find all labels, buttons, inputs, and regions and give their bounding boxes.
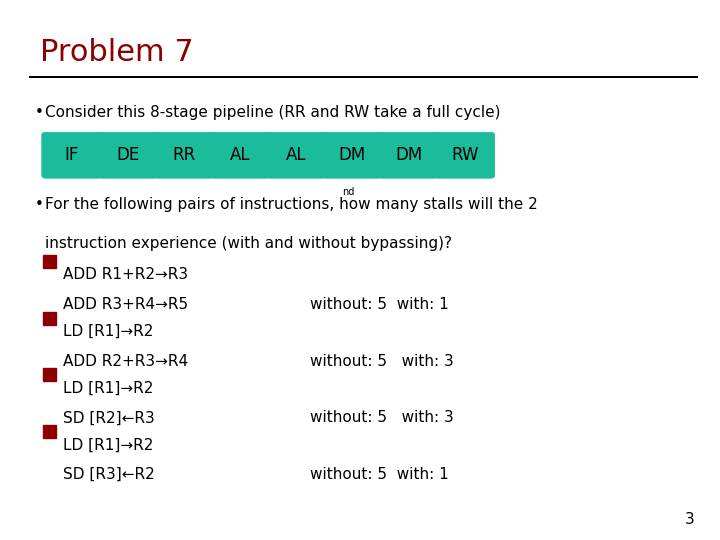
Text: 3: 3: [685, 511, 695, 526]
FancyBboxPatch shape: [43, 255, 56, 268]
FancyBboxPatch shape: [154, 132, 214, 178]
Text: LD [R1]→R2: LD [R1]→R2: [63, 381, 154, 396]
Text: DM: DM: [339, 146, 366, 164]
FancyBboxPatch shape: [435, 132, 495, 178]
Text: RW: RW: [451, 146, 479, 164]
FancyBboxPatch shape: [43, 425, 56, 438]
Text: nd: nd: [342, 187, 354, 198]
FancyBboxPatch shape: [266, 132, 326, 178]
Text: AL: AL: [230, 146, 251, 164]
Text: SD [R2]←R3: SD [R2]←R3: [63, 410, 155, 426]
FancyBboxPatch shape: [98, 132, 158, 178]
Text: For the following pairs of instructions, how many stalls will the 2: For the following pairs of instructions,…: [45, 197, 538, 212]
Text: RR: RR: [172, 146, 196, 164]
Text: •: •: [35, 105, 43, 120]
Text: without: 5   with: 3: without: 5 with: 3: [310, 410, 454, 426]
Text: LD [R1]→R2: LD [R1]→R2: [63, 324, 154, 339]
FancyBboxPatch shape: [323, 132, 382, 178]
Text: without: 5  with: 1: without: 5 with: 1: [310, 467, 449, 482]
Text: •: •: [35, 197, 43, 212]
Text: ADD R3+R4→R5: ADD R3+R4→R5: [63, 297, 189, 312]
FancyBboxPatch shape: [43, 312, 56, 325]
Text: SD [R3]←R2: SD [R3]←R2: [63, 467, 155, 482]
Text: AL: AL: [286, 146, 307, 164]
Text: IF: IF: [65, 146, 78, 164]
Text: ADD R1+R2→R3: ADD R1+R2→R3: [63, 267, 189, 282]
Text: LD [R1]→R2: LD [R1]→R2: [63, 437, 154, 453]
Text: Problem 7: Problem 7: [40, 38, 194, 67]
Text: without: 5   with: 3: without: 5 with: 3: [310, 354, 454, 369]
FancyBboxPatch shape: [42, 132, 102, 178]
Text: DE: DE: [116, 146, 140, 164]
Text: Consider this 8-stage pipeline (RR and RW take a full cycle): Consider this 8-stage pipeline (RR and R…: [45, 105, 501, 120]
Text: DM: DM: [395, 146, 422, 164]
FancyBboxPatch shape: [379, 132, 438, 178]
Text: instruction experience (with and without bypassing)?: instruction experience (with and without…: [45, 236, 452, 251]
Text: without: 5  with: 1: without: 5 with: 1: [310, 297, 449, 312]
Text: ADD R2+R3→R4: ADD R2+R3→R4: [63, 354, 189, 369]
FancyBboxPatch shape: [43, 368, 56, 381]
FancyBboxPatch shape: [210, 132, 270, 178]
